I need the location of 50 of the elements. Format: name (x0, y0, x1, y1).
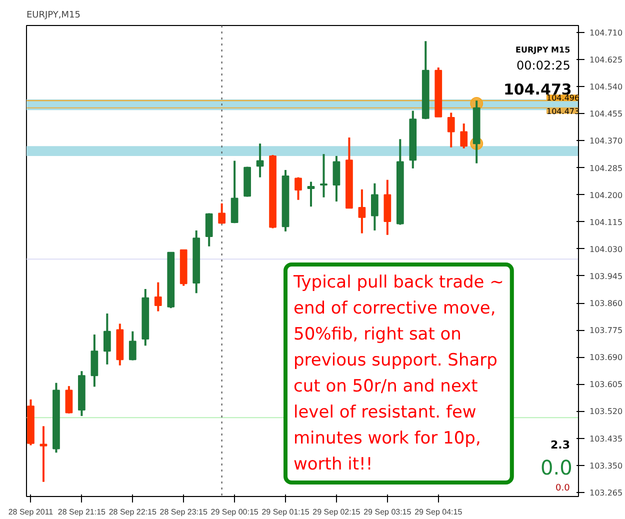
candlestick (320, 153, 328, 198)
x-tick-label: 29 Sep 04:15 (414, 508, 463, 516)
candlestick (65, 385, 73, 414)
y-tick-label: 104.285 (590, 164, 623, 173)
y-tick-label: 103.945 (590, 272, 623, 281)
y-tick-label: 103.605 (590, 380, 623, 390)
y-tick-label: 103.775 (590, 326, 623, 336)
y-tick-label: 104.115 (590, 218, 623, 227)
x-tick-label: 28 Sep 22:15 (108, 508, 158, 516)
y-tick-label: 103.350 (590, 461, 623, 470)
candlestick (358, 188, 366, 234)
candlestick (307, 180, 315, 208)
annotation: 0.0 (540, 456, 572, 480)
candlestick (103, 312, 111, 366)
y-tick-label: 103.435 (590, 434, 623, 444)
annotation: EURJPY M15 (516, 46, 571, 54)
y-tick-label: 104.625 (590, 56, 623, 65)
y-tick-label: 103.265 (590, 488, 623, 498)
y-tick-label: 103.690 (590, 353, 623, 362)
x-tick-label: 29 Sep 00:15 (210, 508, 259, 516)
x-tick-label: 29 Sep 01:15 (262, 508, 310, 516)
y-tick-label: 103.520 (590, 407, 623, 416)
y-tick-label: 104.370 (590, 136, 623, 146)
candlestick (371, 182, 378, 232)
candlestick (256, 142, 264, 178)
y-tick-label: 104.540 (590, 82, 623, 92)
x-tick-label: 28 Sep 21:15 (58, 508, 106, 516)
candlestick (460, 122, 468, 150)
candlestick (447, 112, 455, 148)
candlestick (332, 154, 340, 202)
candlestick (128, 330, 136, 362)
y-tick-label: 104.030 (590, 244, 623, 254)
annotation: 2.3 (550, 438, 570, 452)
y-tick-label: 103.860 (590, 299, 623, 308)
candlestick (154, 281, 162, 312)
x-tick-label: 29 Sep 03:15 (364, 508, 412, 516)
x-tick-label: 29 Sep 02:15 (312, 508, 361, 516)
annotation: 00:02:25 (516, 58, 570, 72)
y-tick-label: 104.455 (590, 110, 623, 119)
candlestick (40, 425, 48, 483)
candlestick (205, 212, 213, 248)
y-tick-label: 104.710 (590, 28, 623, 38)
candlestick (294, 176, 302, 201)
candlestick (218, 202, 226, 225)
x-tick-label: 28 Sep 2011 (8, 508, 54, 516)
y-tick-label: 104.200 (590, 190, 623, 200)
annotation: Typical pull back trade ~ end of corrective move, 50%fib, right sat on previous support. Sharp cut on 50r/n and next level of resistant. few minutes work for 10p, worth it!! (292, 272, 504, 474)
chart-title: EURJPY,M15 (26, 10, 80, 20)
x-tick-label: 28 Sep 23:15 (160, 508, 208, 516)
annotation: 0.0 (556, 484, 570, 494)
